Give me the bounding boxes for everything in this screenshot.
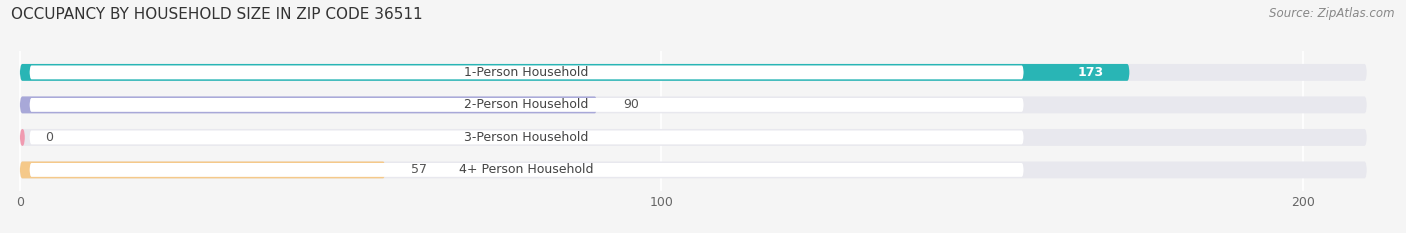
FancyBboxPatch shape xyxy=(30,163,1024,177)
Text: OCCUPANCY BY HOUSEHOLD SIZE IN ZIP CODE 36511: OCCUPANCY BY HOUSEHOLD SIZE IN ZIP CODE … xyxy=(11,7,423,22)
Text: 0: 0 xyxy=(45,131,53,144)
FancyBboxPatch shape xyxy=(20,129,25,146)
FancyBboxPatch shape xyxy=(30,98,1024,112)
Text: 3-Person Household: 3-Person Household xyxy=(464,131,589,144)
FancyBboxPatch shape xyxy=(20,64,1129,81)
Text: 90: 90 xyxy=(623,98,638,111)
FancyBboxPatch shape xyxy=(20,64,1367,81)
Text: 2-Person Household: 2-Person Household xyxy=(464,98,589,111)
FancyBboxPatch shape xyxy=(30,130,1024,144)
FancyBboxPatch shape xyxy=(20,96,1367,113)
Text: 57: 57 xyxy=(411,163,427,176)
Text: 173: 173 xyxy=(1078,66,1104,79)
Text: 4+ Person Household: 4+ Person Household xyxy=(460,163,593,176)
FancyBboxPatch shape xyxy=(20,161,385,178)
FancyBboxPatch shape xyxy=(20,129,1367,146)
FancyBboxPatch shape xyxy=(30,65,1024,79)
FancyBboxPatch shape xyxy=(20,96,598,113)
FancyBboxPatch shape xyxy=(20,161,1367,178)
Text: 1-Person Household: 1-Person Household xyxy=(464,66,589,79)
Text: Source: ZipAtlas.com: Source: ZipAtlas.com xyxy=(1270,7,1395,20)
